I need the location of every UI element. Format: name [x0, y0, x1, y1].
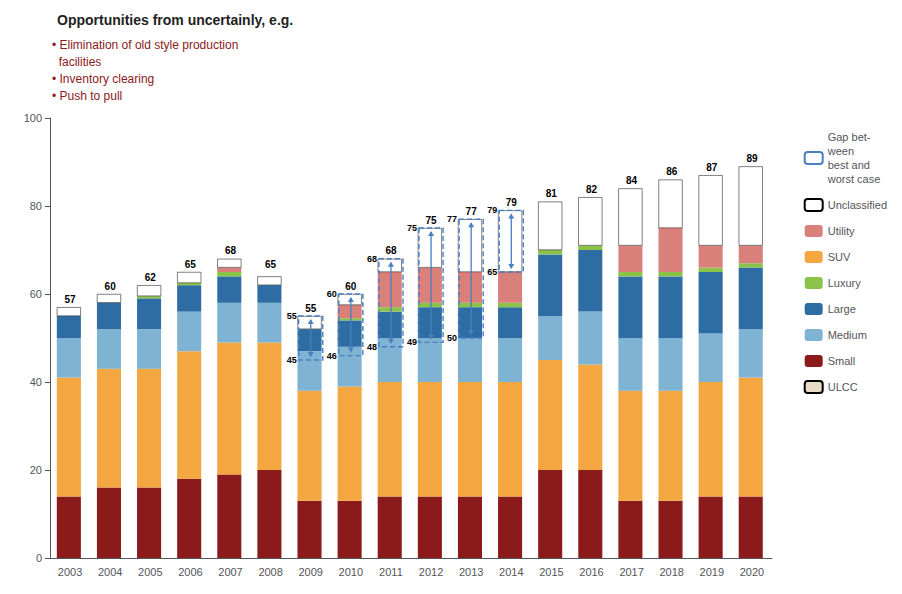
svg-text:0: 0	[36, 552, 42, 564]
svg-text:2016: 2016	[579, 566, 603, 578]
svg-text:86: 86	[666, 166, 678, 177]
svg-text:2014: 2014	[499, 566, 523, 578]
svg-text:best and: best and	[828, 159, 870, 171]
svg-text:Unclassified: Unclassified	[828, 199, 887, 211]
svg-text:100: 100	[24, 112, 42, 124]
svg-text:SUV: SUV	[828, 251, 851, 263]
svg-text:2003: 2003	[58, 566, 82, 578]
svg-text:2007: 2007	[218, 566, 242, 578]
svg-text:2015: 2015	[539, 566, 563, 578]
svg-text:46: 46	[327, 351, 337, 361]
svg-text:65: 65	[265, 259, 277, 270]
svg-text:82: 82	[586, 184, 598, 195]
svg-text:ween: ween	[827, 145, 854, 157]
svg-text:worst case: worst case	[827, 173, 881, 185]
svg-text:55: 55	[305, 303, 317, 314]
svg-text:facilities: facilities	[52, 55, 101, 69]
svg-text:45: 45	[287, 355, 297, 365]
svg-text:60: 60	[105, 281, 117, 292]
svg-text:49: 49	[407, 337, 417, 347]
svg-text:68: 68	[367, 254, 377, 264]
svg-text:79: 79	[506, 197, 518, 208]
svg-text:2010: 2010	[339, 566, 363, 578]
svg-text:68: 68	[225, 245, 237, 256]
svg-text:2018: 2018	[659, 566, 683, 578]
svg-text:84: 84	[626, 175, 638, 186]
svg-text:Medium: Medium	[828, 329, 867, 341]
svg-text:60: 60	[30, 288, 42, 300]
svg-text:57: 57	[64, 294, 76, 305]
svg-text:20: 20	[30, 464, 42, 476]
svg-text:81: 81	[546, 188, 558, 199]
svg-text:2005: 2005	[138, 566, 162, 578]
svg-text:60: 60	[327, 289, 337, 299]
svg-text:• Push to pull: • Push to pull	[52, 89, 122, 103]
svg-text:2017: 2017	[619, 566, 643, 578]
svg-text:• Inventory clearing: • Inventory clearing	[52, 72, 154, 86]
svg-text:50: 50	[447, 333, 457, 343]
svg-text:Small: Small	[828, 355, 856, 367]
svg-text:Utility: Utility	[828, 225, 855, 237]
svg-text:2009: 2009	[298, 566, 322, 578]
svg-text:55: 55	[287, 311, 297, 321]
svg-text:2011: 2011	[379, 566, 403, 578]
svg-text:ULCC: ULCC	[828, 381, 858, 393]
svg-text:• Elimination of old style pro: • Elimination of old style production	[52, 38, 238, 52]
svg-text:Opportunities from uncertainly: Opportunities from uncertainly, e.g.	[57, 12, 293, 28]
svg-text:75: 75	[407, 223, 417, 233]
svg-text:77: 77	[466, 206, 478, 217]
svg-text:89: 89	[746, 153, 758, 164]
svg-text:62: 62	[145, 272, 157, 283]
svg-text:2004: 2004	[98, 566, 122, 578]
svg-text:87: 87	[706, 162, 718, 173]
svg-text:65: 65	[487, 267, 497, 277]
svg-text:65: 65	[185, 259, 197, 270]
svg-text:2006: 2006	[178, 566, 202, 578]
svg-text:2019: 2019	[700, 566, 724, 578]
svg-text:2012: 2012	[419, 566, 443, 578]
svg-text:77: 77	[447, 214, 457, 224]
svg-text:Luxury: Luxury	[828, 277, 862, 289]
svg-text:48: 48	[367, 342, 377, 352]
svg-text:68: 68	[385, 245, 397, 256]
svg-text:2013: 2013	[459, 566, 483, 578]
svg-text:2008: 2008	[258, 566, 282, 578]
svg-text:40: 40	[30, 376, 42, 388]
svg-text:79: 79	[487, 205, 497, 215]
svg-text:80: 80	[30, 200, 42, 212]
svg-text:75: 75	[425, 215, 437, 226]
svg-text:60: 60	[345, 281, 357, 292]
svg-text:2020: 2020	[740, 566, 764, 578]
svg-text:Gap bet-: Gap bet-	[828, 131, 871, 143]
svg-text:Large: Large	[828, 303, 856, 315]
